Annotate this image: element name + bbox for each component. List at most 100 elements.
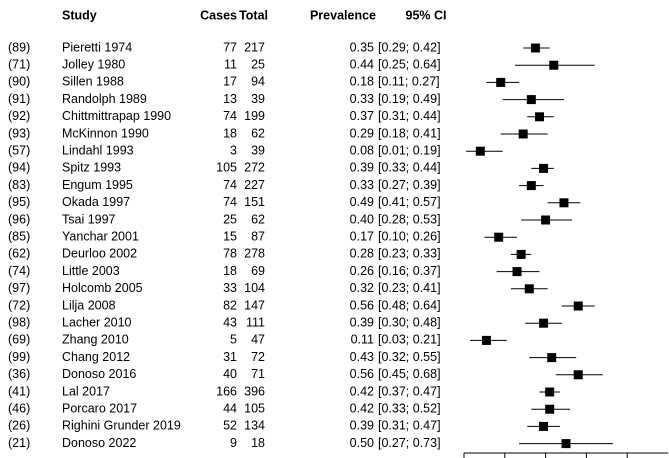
prevalence: 0.49 [350, 195, 374, 209]
ref: (96) [8, 212, 30, 226]
point-estimate [539, 421, 549, 431]
prevalence: 0.17 [350, 229, 374, 243]
ci: [0.27; 0.39] [378, 178, 441, 192]
ref: (91) [8, 92, 30, 106]
cases: 74 [223, 109, 237, 123]
prevalence: 0.28 [350, 247, 374, 261]
total: 47 [251, 333, 265, 347]
total: 104 [244, 281, 265, 295]
ref: (72) [8, 298, 30, 312]
total: 71 [251, 367, 265, 381]
total: 18 [251, 436, 265, 450]
header-cases: Cases [200, 8, 237, 22]
cases: 18 [223, 126, 237, 140]
prevalence: 0.33 [350, 178, 374, 192]
ref: (74) [8, 264, 30, 278]
study: Engum 1995 [62, 178, 133, 192]
ci: [0.45; 0.68] [378, 367, 441, 381]
cases: 44 [223, 401, 237, 415]
point-estimate [549, 60, 559, 70]
study: McKinnon 1990 [62, 126, 149, 140]
ci: [0.37; 0.47] [378, 384, 441, 398]
study: Jolley 1980 [62, 57, 125, 71]
cases: 15 [223, 229, 237, 243]
ci: [0.48; 0.64] [378, 298, 441, 312]
cases: 78 [223, 247, 237, 261]
ci: [0.28; 0.53] [378, 212, 441, 226]
point-estimate [494, 232, 504, 242]
ref: (69) [8, 333, 30, 347]
ref: (71) [8, 57, 30, 71]
point-estimate [526, 95, 536, 105]
cases: 13 [223, 92, 237, 106]
ci: [0.01; 0.19] [378, 143, 441, 157]
point-estimate [539, 163, 549, 173]
point-estimate [530, 43, 540, 53]
study: Spitz 1993 [62, 161, 121, 175]
study: Chang 2012 [62, 350, 130, 364]
prevalence: 0.56 [350, 367, 374, 381]
ci: [0.03; 0.21] [378, 333, 441, 347]
ci: [0.32; 0.55] [378, 350, 441, 364]
prevalence: 0.44 [350, 57, 374, 71]
point-estimate [561, 439, 571, 449]
ref: (90) [8, 75, 30, 89]
point-estimate [573, 301, 583, 311]
point-estimate [559, 198, 569, 208]
cases: 105 [216, 161, 237, 175]
prevalence: 0.26 [350, 264, 374, 278]
cases: 74 [223, 178, 237, 192]
point-estimate [496, 77, 506, 87]
cases: 31 [223, 350, 237, 364]
study: Lacher 2010 [62, 315, 132, 329]
study: Zhang 2010 [62, 333, 129, 347]
ref: (21) [8, 436, 30, 450]
cases: 74 [223, 195, 237, 209]
ref: (26) [8, 419, 30, 433]
ci: [0.31; 0.44] [378, 109, 441, 123]
ci: [0.19; 0.49] [378, 92, 441, 106]
total: 69 [251, 264, 265, 278]
point-estimate [573, 370, 583, 380]
ref: (62) [8, 247, 30, 261]
header-prevalence: Prevalence [310, 8, 376, 22]
prevalence: 0.32 [350, 281, 374, 295]
point-estimate [541, 215, 551, 225]
point-estimate [516, 249, 526, 259]
total: 278 [244, 247, 265, 261]
prevalence: 0.29 [350, 126, 374, 140]
total: 105 [244, 401, 265, 415]
ci: [0.30; 0.48] [378, 315, 441, 329]
total: 272 [244, 161, 265, 175]
total: 199 [244, 109, 265, 123]
total: 62 [251, 126, 265, 140]
total: 87 [251, 229, 265, 243]
total: 151 [244, 195, 265, 209]
ref: (41) [8, 384, 30, 398]
study: Okada 1997 [62, 195, 130, 209]
point-estimate [545, 404, 555, 414]
cases: 33 [223, 281, 237, 295]
total: 134 [244, 419, 265, 433]
cases: 3 [230, 143, 237, 157]
point-estimate [518, 129, 528, 139]
ci: [0.10; 0.26] [378, 229, 441, 243]
study: Lilja 2008 [62, 298, 116, 312]
ref: (99) [8, 350, 30, 364]
study: Sillen 1988 [62, 75, 124, 89]
prevalence: 0.08 [350, 143, 374, 157]
study: Chittmittrapap 1990 [62, 109, 171, 123]
cases: 17 [223, 75, 237, 89]
ref: (36) [8, 367, 30, 381]
ci: [0.23; 0.41] [378, 281, 441, 295]
total: 72 [251, 350, 265, 364]
ci: [0.33; 0.44] [378, 161, 441, 175]
ref: (83) [8, 178, 30, 192]
study: Pieretti 1974 [62, 40, 132, 54]
ref: (92) [8, 109, 30, 123]
ref: (94) [8, 161, 30, 175]
total: 39 [251, 143, 265, 157]
prevalence: 0.35 [350, 40, 374, 54]
total: 396 [244, 384, 265, 398]
